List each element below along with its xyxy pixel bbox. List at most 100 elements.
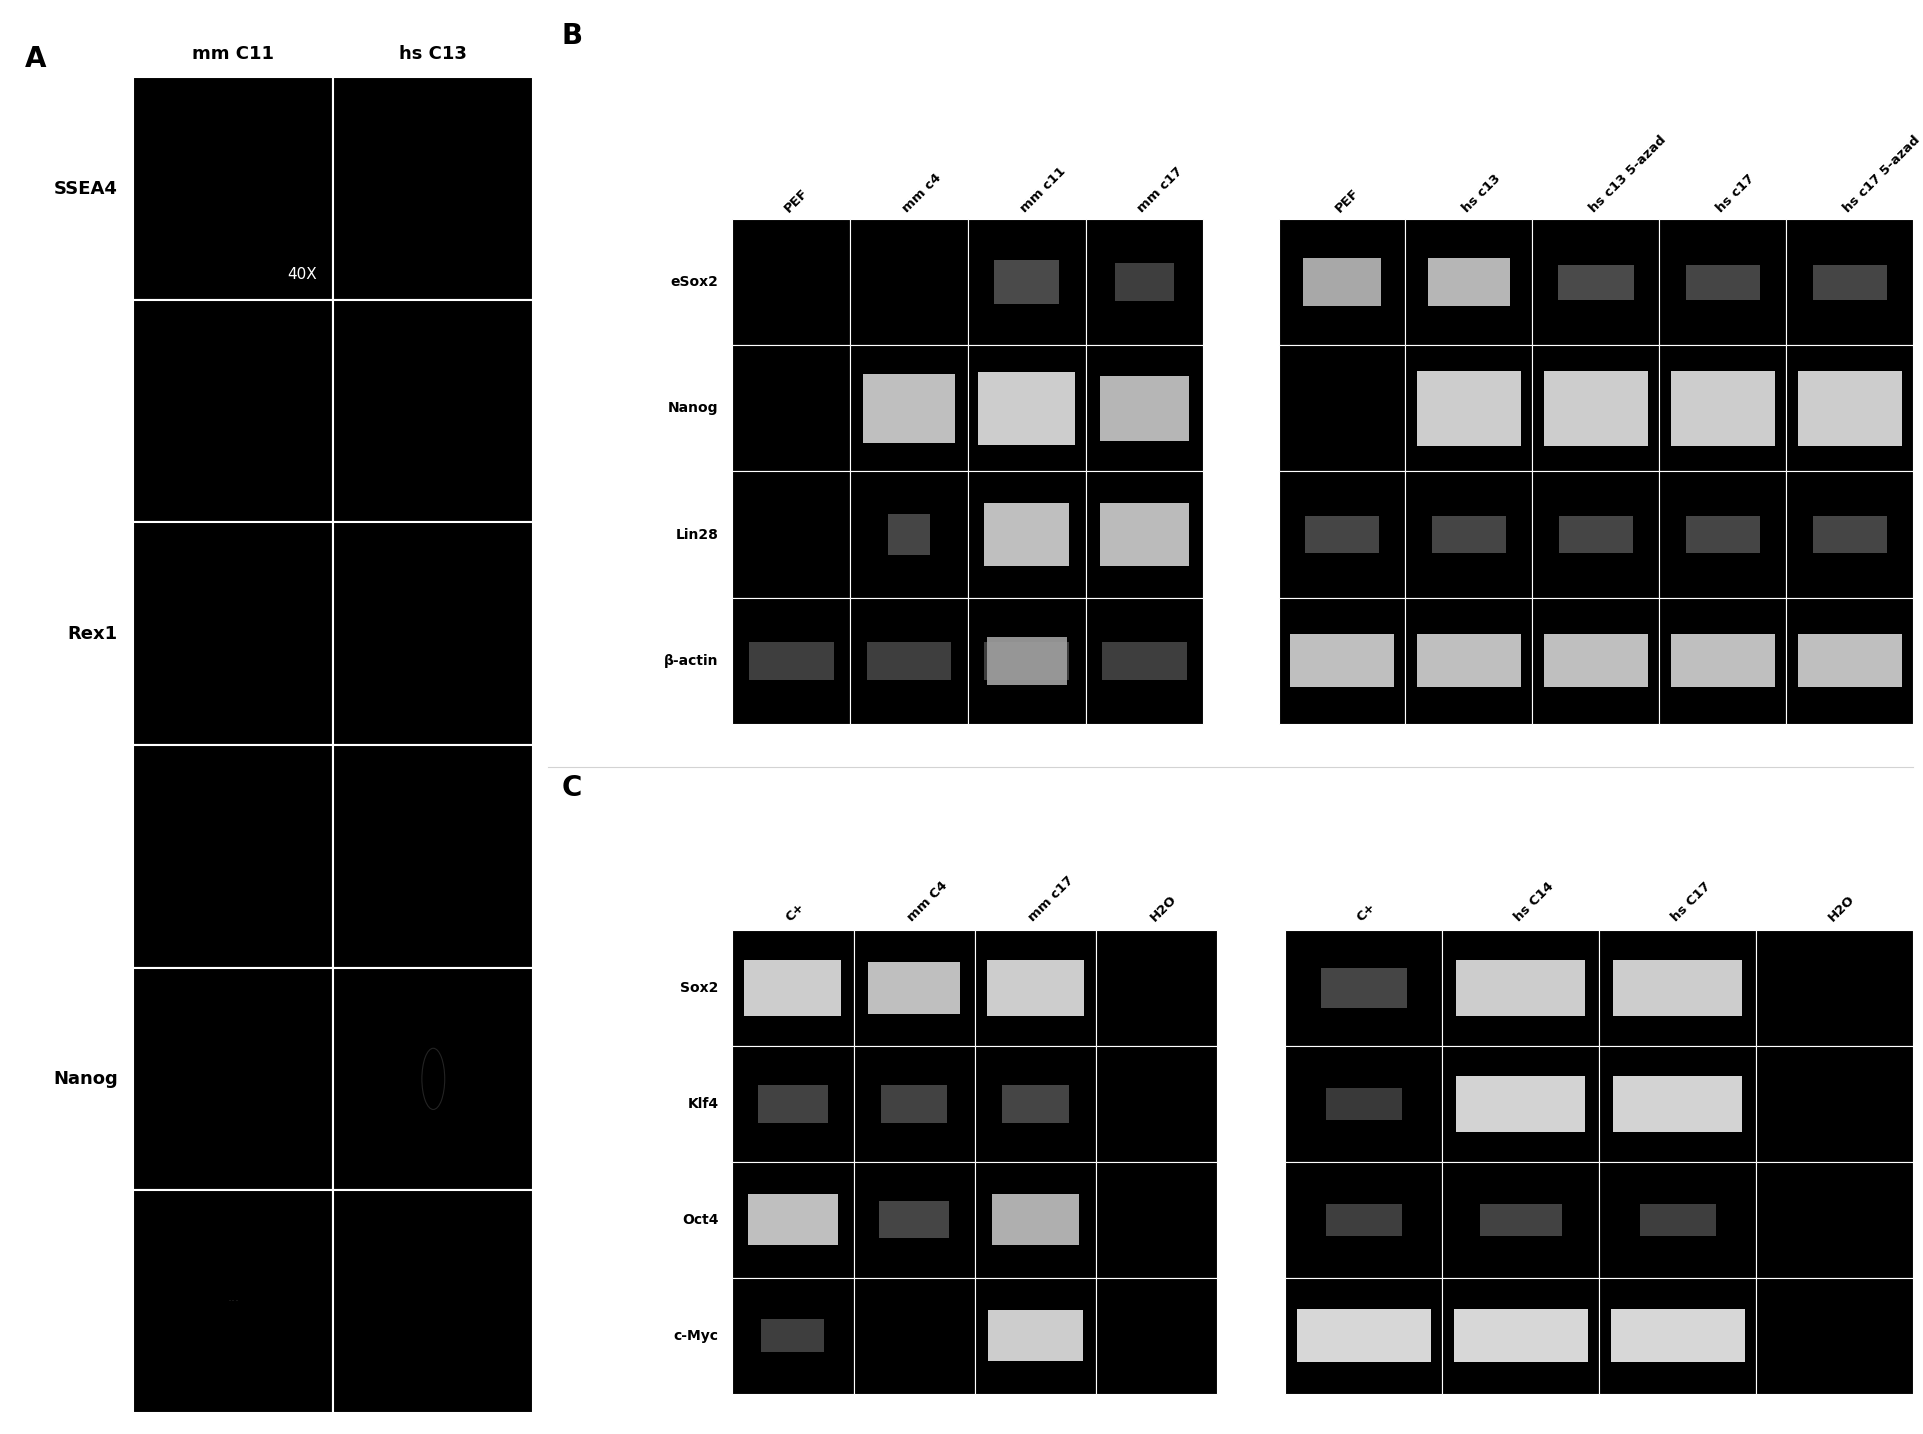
Bar (1102, 642, 1186, 680)
Bar (1813, 516, 1886, 554)
Bar (1442, 1047, 1600, 1162)
Bar (992, 1195, 1079, 1245)
Bar (733, 931, 854, 1047)
Bar (879, 1202, 950, 1239)
Bar (1481, 1203, 1561, 1236)
Text: mm c17: mm c17 (1027, 873, 1077, 923)
Bar (1813, 264, 1886, 300)
Bar (854, 1047, 975, 1162)
Bar (1100, 376, 1188, 442)
Text: A: A (25, 46, 46, 73)
Bar (850, 472, 967, 598)
Bar (975, 1278, 1096, 1394)
Bar (333, 968, 533, 1190)
Text: hs c17 5-azad: hs c17 5-azad (1840, 133, 1923, 215)
Bar (867, 962, 960, 1014)
Bar (1285, 931, 1442, 1047)
Bar (1786, 598, 1913, 724)
Bar (733, 1162, 854, 1278)
Bar (985, 642, 1069, 680)
Bar (1279, 598, 1406, 724)
Bar (1558, 264, 1635, 300)
Bar (1298, 1309, 1431, 1362)
Bar (1544, 370, 1648, 446)
Bar (1115, 264, 1173, 301)
Bar (333, 522, 533, 746)
Bar (1686, 516, 1760, 554)
Text: hs c17: hs c17 (1713, 172, 1758, 215)
Bar (854, 1162, 975, 1278)
Bar (133, 77, 333, 300)
Bar (133, 746, 333, 968)
Text: B: B (562, 22, 583, 50)
Text: ···: ··· (227, 1295, 238, 1308)
Bar (333, 77, 533, 300)
Bar (967, 598, 1086, 724)
Text: 40X: 40X (288, 267, 317, 282)
Bar (1279, 219, 1406, 346)
Text: PEF: PEF (783, 186, 812, 215)
Bar (1456, 1077, 1585, 1131)
Text: Lin28: Lin28 (675, 528, 719, 542)
Bar (975, 1047, 1096, 1162)
Bar (1533, 598, 1660, 724)
Bar (133, 1190, 333, 1412)
Bar (1086, 472, 1204, 598)
Bar (967, 472, 1086, 598)
Bar (1406, 598, 1533, 724)
Bar (1613, 961, 1742, 1017)
Bar (1756, 1278, 1913, 1394)
Text: hs C13: hs C13 (400, 46, 467, 63)
Bar (1306, 516, 1379, 554)
Bar (1442, 1278, 1600, 1394)
Bar (1002, 1086, 1069, 1123)
Bar (1613, 1077, 1742, 1131)
Bar (1756, 1162, 1913, 1278)
Bar (854, 931, 975, 1047)
Bar (1660, 472, 1786, 598)
Text: PEF: PEF (1333, 186, 1361, 215)
Bar (133, 522, 333, 746)
Bar (863, 374, 956, 443)
Bar (1686, 264, 1760, 300)
Bar (758, 1086, 829, 1123)
Bar (1786, 472, 1913, 598)
Bar (1086, 598, 1204, 724)
Bar (333, 746, 533, 968)
Bar (1290, 634, 1394, 687)
Text: C: C (562, 774, 583, 802)
Bar (1600, 1278, 1756, 1394)
Bar (1533, 346, 1660, 472)
Text: C+: C+ (1354, 901, 1379, 923)
Text: eSox2: eSox2 (671, 275, 719, 290)
Bar (1406, 472, 1533, 598)
Bar (733, 598, 850, 724)
Bar (1417, 634, 1521, 687)
Bar (733, 1278, 854, 1394)
Bar (1456, 961, 1585, 1017)
Text: mm c17: mm c17 (1135, 165, 1186, 215)
Text: H2O: H2O (1825, 892, 1858, 923)
Bar (1600, 1162, 1756, 1278)
Text: mm C4: mm C4 (906, 879, 950, 923)
Bar (1096, 931, 1217, 1047)
Bar (1786, 219, 1913, 346)
Bar (1786, 346, 1913, 472)
Bar (1285, 1047, 1442, 1162)
Bar (988, 1311, 1083, 1361)
Text: hs c13: hs c13 (1460, 172, 1504, 215)
Bar (1427, 258, 1510, 307)
Text: C+: C+ (785, 901, 808, 923)
Bar (854, 1278, 975, 1394)
Bar (850, 219, 967, 346)
Bar (1406, 219, 1533, 346)
Bar (979, 371, 1075, 445)
Bar (1100, 503, 1188, 566)
Bar (733, 346, 850, 472)
Bar (733, 472, 850, 598)
Bar (748, 642, 835, 680)
Bar (975, 1162, 1096, 1278)
Bar (1433, 516, 1506, 554)
Text: mm C11: mm C11 (192, 46, 275, 63)
Bar (1640, 1203, 1715, 1236)
